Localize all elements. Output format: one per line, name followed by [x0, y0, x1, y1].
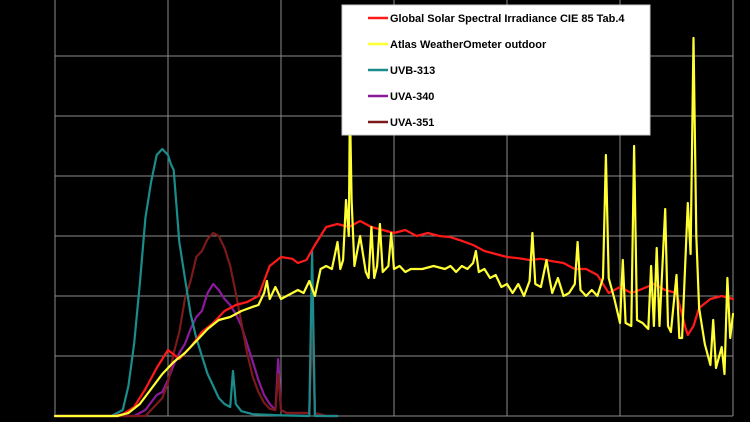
- legend-label: UVA-340: [390, 91, 434, 103]
- series-line-global-solar-spectral-irradiance-cie-85-tab-4: [53, 219, 735, 418]
- legend-label: Global Solar Spectral Irradiance CIE 85 …: [390, 13, 625, 25]
- series-line-uva-351: [53, 231, 339, 418]
- series-line-atlas-weatherometer-outdoor: [53, 36, 735, 418]
- legend-label: Atlas WeatherOmeter outdoor: [390, 39, 547, 51]
- legend-label: UVB-313: [390, 65, 435, 77]
- series-line-uvb-313: [53, 147, 339, 418]
- chart-legend: Global Solar Spectral Irradiance CIE 85 …: [341, 4, 651, 136]
- legend-box: [341, 4, 651, 136]
- chart-series: [53, 36, 735, 418]
- legend-label: UVA-351: [390, 117, 434, 129]
